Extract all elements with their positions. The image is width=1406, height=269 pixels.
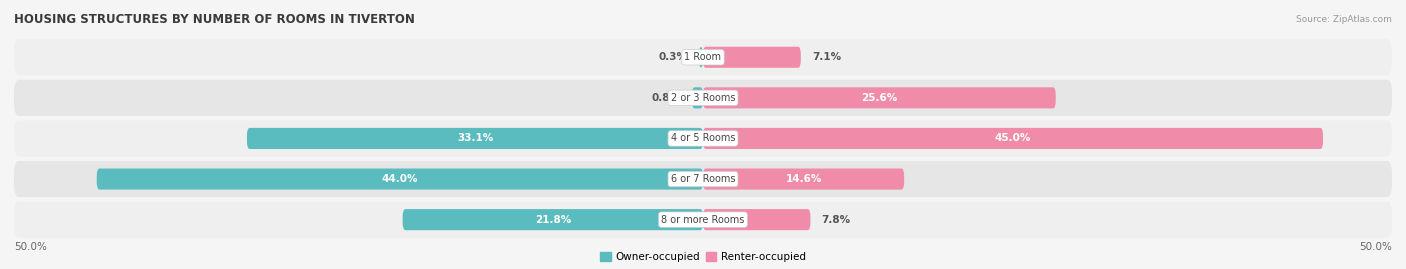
FancyBboxPatch shape — [703, 128, 1323, 149]
FancyBboxPatch shape — [703, 209, 810, 230]
Text: Source: ZipAtlas.com: Source: ZipAtlas.com — [1296, 15, 1392, 24]
FancyBboxPatch shape — [692, 87, 703, 108]
FancyBboxPatch shape — [699, 47, 703, 68]
Text: 25.6%: 25.6% — [862, 93, 897, 103]
Text: 50.0%: 50.0% — [1360, 242, 1392, 252]
FancyBboxPatch shape — [703, 47, 801, 68]
Text: 44.0%: 44.0% — [381, 174, 418, 184]
Text: 33.1%: 33.1% — [457, 133, 494, 143]
FancyBboxPatch shape — [14, 39, 1392, 75]
Text: 2 or 3 Rooms: 2 or 3 Rooms — [671, 93, 735, 103]
Text: 6 or 7 Rooms: 6 or 7 Rooms — [671, 174, 735, 184]
Text: 4 or 5 Rooms: 4 or 5 Rooms — [671, 133, 735, 143]
Text: 0.8%: 0.8% — [652, 93, 681, 103]
FancyBboxPatch shape — [703, 87, 1056, 108]
FancyBboxPatch shape — [14, 201, 1392, 238]
Text: 45.0%: 45.0% — [995, 133, 1031, 143]
Text: 21.8%: 21.8% — [534, 215, 571, 225]
Text: 8 or more Rooms: 8 or more Rooms — [661, 215, 745, 225]
Text: 50.0%: 50.0% — [14, 242, 46, 252]
Text: 0.3%: 0.3% — [659, 52, 688, 62]
FancyBboxPatch shape — [14, 80, 1392, 116]
Text: 7.1%: 7.1% — [811, 52, 841, 62]
FancyBboxPatch shape — [14, 161, 1392, 197]
FancyBboxPatch shape — [97, 168, 703, 190]
FancyBboxPatch shape — [703, 168, 904, 190]
FancyBboxPatch shape — [14, 121, 1392, 157]
FancyBboxPatch shape — [402, 209, 703, 230]
Text: 1 Room: 1 Room — [685, 52, 721, 62]
FancyBboxPatch shape — [247, 128, 703, 149]
Text: 14.6%: 14.6% — [786, 174, 821, 184]
Legend: Owner-occupied, Renter-occupied: Owner-occupied, Renter-occupied — [600, 252, 806, 262]
Text: HOUSING STRUCTURES BY NUMBER OF ROOMS IN TIVERTON: HOUSING STRUCTURES BY NUMBER OF ROOMS IN… — [14, 13, 415, 26]
Text: 7.8%: 7.8% — [821, 215, 851, 225]
